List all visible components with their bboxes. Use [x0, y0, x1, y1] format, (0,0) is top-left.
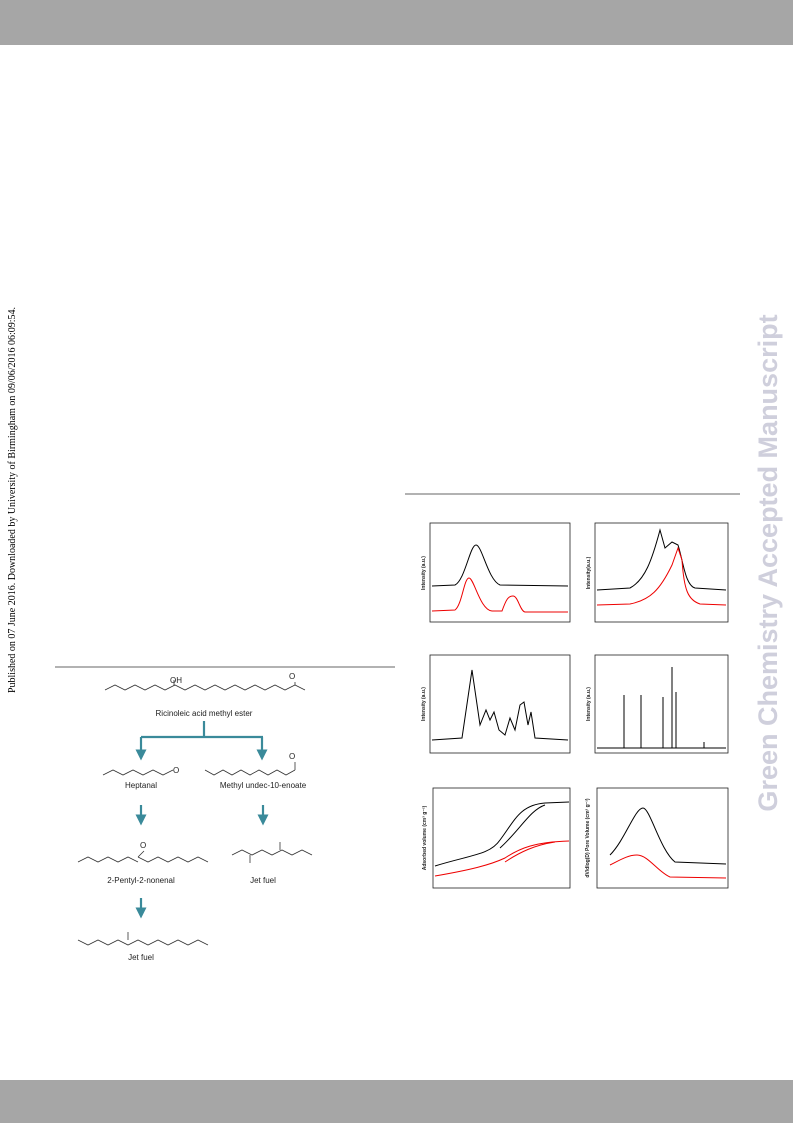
axis-label: Intensity (a.u.) [586, 687, 592, 721]
plot-frame [594, 522, 729, 623]
curve [596, 528, 727, 591]
axis-label: dV/dlog(D) Pore Volume (cm³ g⁻¹) [585, 798, 591, 878]
molecule-bond [77, 856, 139, 863]
atom-label: O [289, 752, 295, 761]
curve [499, 804, 546, 849]
molecule-bond [137, 856, 209, 863]
connector [141, 721, 263, 739]
molecule-bond [137, 850, 145, 858]
footer-bar [0, 1080, 793, 1123]
side-note: Published on 07 June 2016. Downloaded by… [7, 307, 18, 693]
axis-label: Intensity(a.u.) [586, 556, 592, 589]
plot-frame [594, 654, 729, 754]
plot-frame [429, 654, 571, 754]
molecule-bond [231, 849, 313, 856]
header-bar [0, 0, 793, 45]
curve [431, 577, 568, 613]
atom-label: O [173, 766, 179, 775]
plot-frame [596, 787, 729, 889]
reaction-scheme: OH O O O O Ricinoleic acid methyl ester … [77, 672, 313, 962]
atom-label: OH [170, 676, 182, 685]
curve [596, 546, 727, 606]
curve [431, 669, 569, 741]
axis-label: Adsorbed volume (cm³ g⁻¹) [422, 805, 428, 870]
atom-label: O [140, 841, 146, 850]
molecule-bond [104, 684, 306, 691]
compound-label: 2-Pentyl-2-nonenal [107, 876, 175, 885]
molecule-bond [77, 939, 209, 946]
atom-label: O [289, 672, 295, 681]
compound-label: Heptanal [125, 781, 157, 790]
compound-label: Ricinoleic acid methyl ester [156, 709, 253, 718]
curve [434, 801, 570, 867]
axis-label: Intensity (a.u.) [421, 687, 427, 721]
compound-label: Methyl undec-10-enoate [220, 781, 307, 790]
watermark: Green Chemistry Accepted Manuscript [753, 314, 783, 811]
curve [504, 841, 556, 863]
axis-label: Intensity (a.u.) [421, 556, 427, 590]
curve [609, 854, 727, 879]
plot-frame [429, 522, 571, 623]
spectrum-lines [597, 667, 726, 749]
compound-label: Jet fuel [250, 876, 276, 885]
curve [609, 807, 727, 865]
compound-label: Jet fuel [128, 953, 154, 962]
molecule-bond [204, 769, 296, 776]
figure: Intensity (a.u.) Intensity(a.u.) Intensi… [421, 522, 729, 889]
curve [434, 840, 570, 877]
curve [431, 544, 569, 587]
molecule-bond [102, 769, 174, 776]
plot-frame [432, 787, 571, 889]
